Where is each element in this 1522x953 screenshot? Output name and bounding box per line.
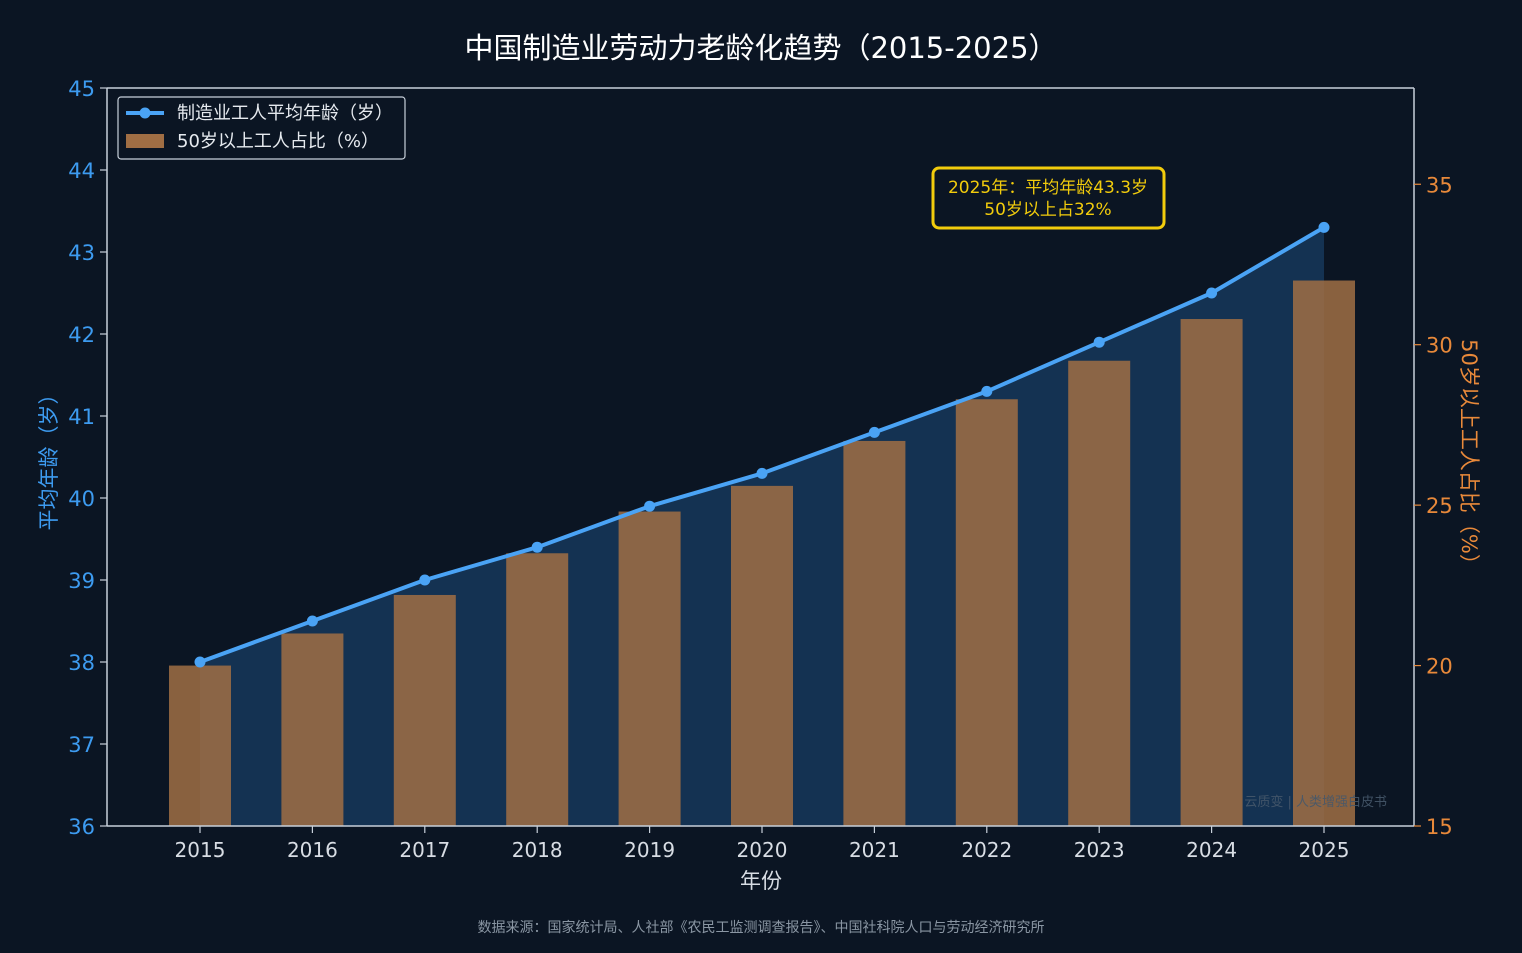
bar-2019 <box>618 511 681 826</box>
bar-2024 <box>1180 319 1243 826</box>
right-axis-label: 50岁以上工人占比（%） <box>1457 339 1481 575</box>
x-tick-label-2023: 2023 <box>1074 838 1125 862</box>
legend: 制造业工人平均年龄（岁） 50岁以上工人占比（%） <box>117 96 406 160</box>
line-point-2015 <box>194 656 206 668</box>
line-point-2019 <box>644 500 656 512</box>
left-tick-label-41: 41 <box>68 405 95 429</box>
left-tick-label-43: 43 <box>68 241 95 265</box>
annotation: 2025年：平均年龄43.3岁 50岁以上占32% <box>931 166 1166 230</box>
bar-2016 <box>281 633 344 826</box>
legend-box <box>117 96 406 160</box>
bar-2021 <box>843 440 906 826</box>
bar-2018 <box>506 553 569 826</box>
left-tick-label-39: 39 <box>68 569 95 593</box>
legend-line-marker <box>139 107 151 119</box>
x-tick-label-2019: 2019 <box>624 838 675 862</box>
line-point-2016 <box>306 615 318 627</box>
x-axis-label: 年份 <box>740 869 782 893</box>
right-tick-label-30: 30 <box>1426 334 1453 358</box>
line-point-2022 <box>981 385 993 397</box>
line-point-2024 <box>1206 287 1218 299</box>
x-tick-label-2022: 2022 <box>961 838 1012 862</box>
x-tick-label-2017: 2017 <box>399 838 450 862</box>
right-tick-label-25: 25 <box>1426 494 1453 518</box>
x-tick-label-2016: 2016 <box>287 838 338 862</box>
bar-2020 <box>731 485 793 826</box>
line-point-2023 <box>1093 336 1105 348</box>
legend-bar-swatch <box>126 134 164 148</box>
x-tick-label-2018: 2018 <box>512 838 563 862</box>
left-axis-label: 平均年龄（岁） <box>37 384 61 531</box>
legend-bar-label: 50岁以上工人占比（%） <box>177 131 379 152</box>
right-tick-label-35: 35 <box>1426 173 1453 197</box>
bar-2017 <box>393 594 456 826</box>
left-tick-label-37: 37 <box>68 733 95 757</box>
annotation-line-2: 50岁以上占32% <box>984 200 1111 220</box>
legend-line-label: 制造业工人平均年龄（岁） <box>177 103 393 124</box>
line-point-2021 <box>868 426 880 438</box>
source-note: 数据来源：国家统计局、人社部《农民工监测调查报告》、中国社科院人口与劳动经济研究… <box>478 919 1045 936</box>
line-point-2025 <box>1318 221 1330 233</box>
left-tick-label-36: 36 <box>68 815 95 839</box>
line-point-2017 <box>419 574 431 586</box>
line-point-2020 <box>756 467 768 479</box>
left-tick-label-44: 44 <box>68 159 95 183</box>
x-tick-label-2021: 2021 <box>849 838 900 862</box>
bar-2022 <box>955 399 1018 826</box>
watermark: 云质变 | 人类增强白皮书 <box>1244 794 1387 810</box>
left-tick-label-45: 45 <box>68 77 95 101</box>
left-tick-label-42: 42 <box>68 323 95 347</box>
bar-2025 <box>1293 280 1355 826</box>
bar-2015 <box>169 665 231 826</box>
left-tick-label-38: 38 <box>68 651 95 675</box>
x-tick-label-2015: 2015 <box>175 838 226 862</box>
x-tick-label-2024: 2024 <box>1186 838 1237 862</box>
bar-2023 <box>1068 360 1131 826</box>
left-tick-label-40: 40 <box>68 487 95 511</box>
line-point-2018 <box>531 541 543 553</box>
annotation-box <box>931 166 1166 230</box>
x-tick-label-2025: 2025 <box>1299 838 1350 862</box>
annotation-line-1: 2025年：平均年龄43.3岁 <box>948 178 1148 198</box>
right-tick-label-20: 20 <box>1426 655 1453 679</box>
right-tick-label-15: 15 <box>1426 815 1453 839</box>
x-tick-label-2020: 2020 <box>737 838 788 862</box>
chart-title: 中国制造业劳动力老龄化趋势（2015-2025） <box>464 31 1057 65</box>
